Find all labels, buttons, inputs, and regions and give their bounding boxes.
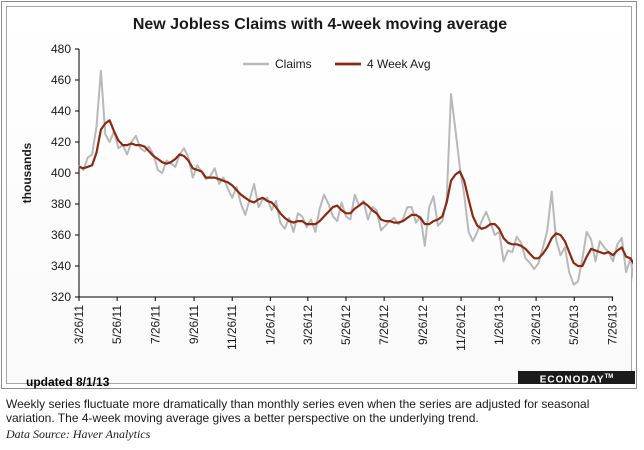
x-tick-label: 9/26/12 — [416, 305, 430, 345]
chart-frame: New Jobless Claims with 4-week moving av… — [1, 1, 637, 389]
chart-title: New Jobless Claims with 4-week moving av… — [132, 16, 508, 33]
y-tick-label: 400 — [51, 166, 71, 180]
chart-caption: Weekly series fluctuate more dramaticall… — [6, 397, 590, 425]
x-tick-label: 1/26/12 — [263, 305, 277, 345]
x-tick-label: 5/26/13 — [567, 305, 581, 345]
x-tick-label: 7/26/11 — [148, 305, 162, 344]
x-tick-label: 5/26/12 — [339, 305, 353, 345]
x-tick-label: 3/26/13 — [529, 305, 543, 345]
data-source: Data Source: Haver Analytics — [6, 427, 151, 441]
chart-panel: New Jobless Claims with 4-week moving av… — [6, 6, 635, 389]
econoday-logo: ECONODAYTM — [518, 371, 635, 386]
x-tick-label: 5/26/11 — [110, 305, 124, 344]
x-tick-label: 3/26/11 — [72, 305, 86, 344]
x-tick-label: 7/26/12 — [377, 305, 391, 345]
plot-area: 320 340 360 380 400 420 440 460 480 thousands 3/26… — [20, 42, 633, 351]
x-tick-label: 9/26/11 — [187, 305, 201, 344]
y-tick-label: 420 — [51, 135, 71, 149]
brand-text: ECONODAY — [539, 374, 605, 386]
y-axis-title: thousands — [20, 142, 34, 203]
y-tick-label: 480 — [51, 42, 71, 56]
y-tick-label: 460 — [51, 73, 71, 87]
updated-label: updated 8/1/13 — [26, 375, 110, 389]
y-tick-label: 360 — [51, 228, 71, 242]
moving-average-line — [78, 119, 633, 268]
y-tick-label: 320 — [51, 290, 71, 304]
y-tick-label: 340 — [51, 259, 71, 273]
x-tick-label: 7/26/13 — [605, 305, 619, 345]
brand-trademark: TM — [604, 374, 614, 380]
claims-line — [78, 69, 633, 286]
x-tick-label: 11/26/12 — [454, 305, 468, 351]
x-tick-label: 11/26/11 — [225, 305, 239, 350]
y-tick-label: 440 — [51, 104, 71, 118]
x-tick-label: 1/26/13 — [492, 305, 506, 345]
legend-label: Claims — [275, 57, 312, 71]
y-tick-label: 380 — [51, 197, 71, 211]
legend-label: 4 Week Avg — [367, 57, 431, 71]
x-tick-label: 3/26/12 — [301, 305, 315, 345]
